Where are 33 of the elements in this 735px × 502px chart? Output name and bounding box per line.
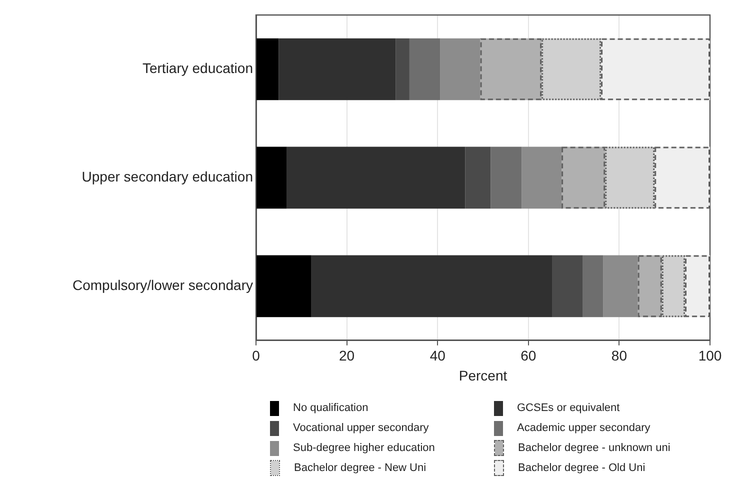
legend-label: No qualification — [293, 402, 368, 414]
y-tick-label: Tertiary education — [142, 60, 253, 76]
legend-label: GCSEs or equivalent — [517, 402, 620, 414]
x-tick-label: 80 — [611, 348, 628, 364]
legend-label: Academic upper secondary — [517, 422, 650, 434]
bar — [278, 38, 396, 100]
bar — [552, 255, 583, 318]
bar — [603, 255, 638, 318]
x-tick-label: 100 — [698, 348, 722, 364]
legend-label: Bachelor degree - New Uni — [294, 462, 426, 474]
legend-label: Bachelor degree - unknown uni — [518, 442, 670, 454]
x-tick-label: 20 — [339, 348, 355, 364]
bar — [256, 146, 287, 209]
y-tick-label: Upper secondary education — [82, 168, 253, 185]
x-axis-title: Percent — [458, 367, 508, 384]
bar — [490, 146, 522, 209]
legend-label: Vocational upper secondary — [293, 422, 429, 434]
bar — [440, 38, 480, 100]
legend-label: Bachelor degree - Old Uni — [518, 462, 646, 474]
bar — [409, 38, 440, 100]
bar — [311, 255, 552, 318]
y-tick-label: Compulsory/lower secondary — [72, 277, 253, 294]
bar — [465, 146, 491, 209]
x-tick-label: 0 — [252, 348, 260, 364]
bar — [286, 146, 466, 209]
legend-label: Sub-degree higher education — [293, 442, 435, 454]
bar — [582, 255, 604, 318]
x-tick-label: 40 — [430, 348, 446, 364]
x-tick-label: 60 — [520, 348, 536, 364]
bar — [396, 38, 410, 100]
bar — [256, 255, 312, 318]
bar — [522, 146, 562, 209]
bar — [256, 38, 279, 100]
